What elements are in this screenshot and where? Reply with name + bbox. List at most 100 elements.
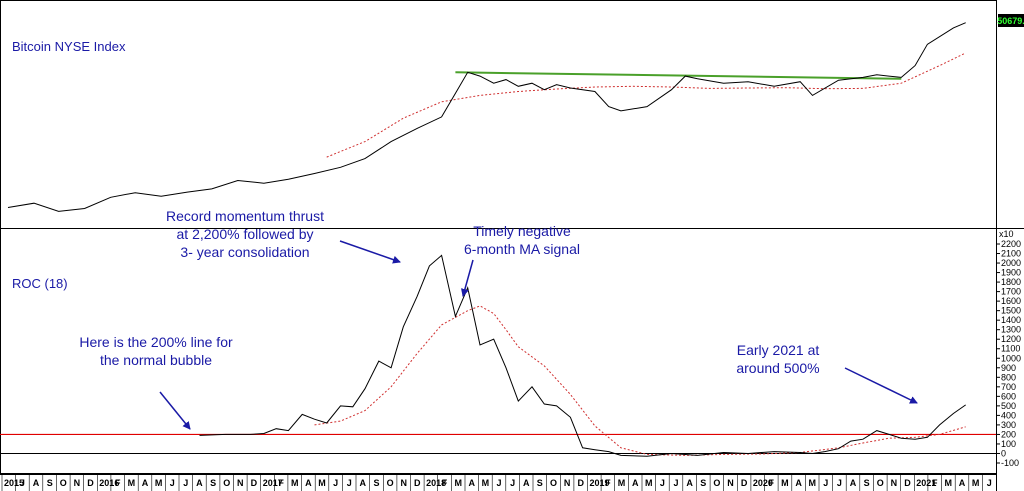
x-tick-label: J: [510, 478, 515, 488]
roc-ma-line: [314, 305, 966, 456]
y-tick-label: 2200: [1001, 239, 1021, 249]
x-tick-label: M: [482, 478, 490, 488]
x-tick-label: O: [877, 478, 884, 488]
x-tick-label: S: [210, 478, 216, 488]
y-tick-label: 1300: [1001, 325, 1021, 335]
x-tick-label: M: [454, 478, 462, 488]
y-tick-label: 2100: [1001, 249, 1021, 259]
last-value-label: 50679.: [997, 16, 1024, 26]
x-tick-label: N: [891, 478, 898, 488]
x-tick-label: F: [769, 478, 775, 488]
x-tick-label: M: [128, 478, 136, 488]
x-tick-label: 2018: [426, 478, 446, 488]
annotation-early-2021-line-2: around 500%: [736, 360, 819, 376]
x-tick-label: A: [523, 478, 530, 488]
y-tick-label: 1500: [1001, 306, 1021, 316]
x-tick-label: A: [305, 478, 312, 488]
y-tick-label: 1000: [1001, 353, 1021, 363]
x-tick-label: 2021: [916, 478, 936, 488]
y-tick-label: 1600: [1001, 296, 1021, 306]
x-tick-label: J: [347, 478, 352, 488]
annotation-momentum: Record momentum thrust at 2,200% followe…: [166, 208, 401, 264]
annotation-early-2021-line-1: Early 2021 at: [737, 342, 820, 358]
annotation-momentum-line-2: at 2,200% followed by: [177, 226, 314, 242]
price-ma-line: [326, 52, 966, 158]
x-tick-label: D: [741, 478, 748, 488]
x-tick-label: A: [632, 478, 639, 488]
x-tick-label: O: [60, 478, 67, 488]
price-panel: [7, 22, 966, 212]
resistance-trendline: [455, 71, 902, 80]
x-tick-label: D: [87, 478, 94, 488]
x-tick-label: F: [605, 478, 611, 488]
x-tick-label: J: [170, 478, 175, 488]
x-tick-label: O: [223, 478, 230, 488]
annotation-momentum-arrow: [339, 240, 401, 264]
roc-panel: [0, 254, 996, 457]
annotation-bubble-arrow: [159, 391, 191, 430]
x-tick-label: M: [781, 478, 789, 488]
roc-line: [199, 254, 966, 457]
x-tick-label: N: [727, 478, 734, 488]
annotation-bubble-line: Here is the 200% line for the normal bub…: [79, 334, 233, 430]
x-tick-label: J: [660, 478, 665, 488]
roc-panel-title: ROC (18): [12, 276, 68, 291]
x-tick-label: M: [972, 478, 980, 488]
x-tick-label: A: [686, 478, 693, 488]
x-tick-label: O: [550, 478, 557, 488]
x-tick-label: A: [360, 478, 367, 488]
x-tick-label: M: [618, 478, 626, 488]
x-tick-label: A: [795, 478, 802, 488]
y-tick-label: 2000: [1001, 258, 1021, 268]
x-tick-label: J: [20, 478, 25, 488]
price-panel-title: Bitcoin NYSE Index: [12, 39, 126, 54]
x-tick-label: J: [496, 478, 501, 488]
x-tick-label: D: [414, 478, 421, 488]
x-tick-label: F: [115, 478, 121, 488]
y-tick-label: 900: [1001, 363, 1016, 373]
x-tick-label: N: [564, 478, 571, 488]
x-tick-label: M: [645, 478, 653, 488]
x-tick-label: M: [318, 478, 326, 488]
x-tick-label: S: [700, 478, 706, 488]
y-axis-unit: x10: [999, 229, 1014, 239]
x-tick-label: N: [400, 478, 407, 488]
x-tick-label: A: [959, 478, 966, 488]
price-line: [7, 22, 966, 212]
x-tick-label: A: [469, 478, 476, 488]
x-tick-label: 2020: [753, 478, 773, 488]
y-tick-label: 1700: [1001, 287, 1021, 297]
x-tick-label: J: [673, 478, 678, 488]
x-tick-label: D: [251, 478, 258, 488]
x-tick-label: O: [387, 478, 394, 488]
y-tick-label: 400: [1001, 410, 1016, 420]
annotation-momentum-line-1: Record momentum thrust: [166, 208, 324, 224]
x-tick-label: J: [823, 478, 828, 488]
annotation-early-2021-arrow: [844, 367, 918, 404]
y-tick-label: 1100: [1001, 344, 1020, 354]
annotation-momentum-line-3: 3- year consolidation: [180, 244, 309, 260]
x-tick-label: S: [864, 478, 870, 488]
x-tick-label: D: [577, 478, 584, 488]
x-tick-label: F: [278, 478, 284, 488]
x-tick-label: J: [987, 478, 992, 488]
annotation-negative-signal: Timely negative 6-month MA signal: [461, 223, 580, 297]
y-tick-label: 100: [1001, 439, 1016, 449]
x-tick-label: N: [237, 478, 244, 488]
y-tick-label: 300: [1001, 420, 1016, 430]
x-tick-label: O: [713, 478, 720, 488]
x-tick-label: M: [291, 478, 299, 488]
x-tick-label: F: [932, 478, 938, 488]
y-tick-label: 800: [1001, 372, 1016, 382]
annotation-bubble-line-1: Here is the 200% line for: [79, 334, 233, 350]
y-tick-label: 200: [1001, 429, 1016, 439]
x-tick-label: S: [47, 478, 53, 488]
x-tick-label: J: [837, 478, 842, 488]
y-tick-label: 1900: [1001, 268, 1021, 278]
annotation-negative-arrow: [461, 259, 474, 297]
x-tick-label: A: [33, 478, 40, 488]
y-tick-label: 500: [1001, 401, 1016, 411]
annotation-negative-line-1: Timely negative: [473, 223, 571, 239]
